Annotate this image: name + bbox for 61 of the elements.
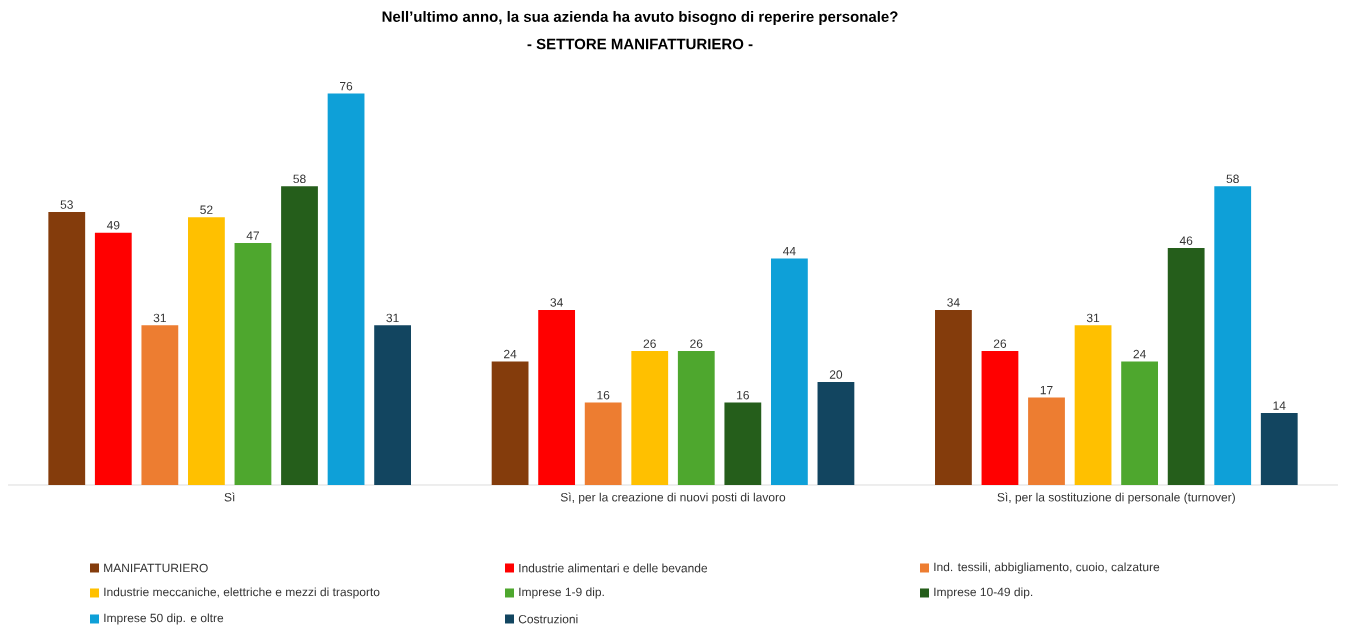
data-label: 31: [153, 313, 166, 323]
bar: [1214, 186, 1252, 485]
legend-label: MANIFATTURIERO: [104, 563, 208, 573]
legend-label: Ind. tessili, abbigliamento, cuoio, calzature: [934, 562, 1160, 574]
bar: [631, 351, 669, 485]
x-tick-label: Sì: [224, 492, 235, 502]
data-label: 17: [1040, 385, 1053, 395]
data-label: 20: [829, 370, 843, 379]
legend-label: Imprese 50 dip. e oltre: [104, 613, 224, 625]
data-label: 24: [1133, 349, 1146, 359]
bar: [1121, 361, 1159, 485]
data-label: 16: [597, 390, 610, 400]
data-label: 34: [550, 298, 563, 307]
data-label: 16: [737, 390, 749, 400]
bar: [1074, 325, 1112, 485]
legend-label: Imprese 10-49 dip.: [934, 587, 1033, 599]
chart-title: Nell’ultimo anno, la sua azienda ha avuto bisogno di reperire personale?: [382, 10, 898, 26]
data-label: 44: [783, 246, 796, 256]
data-label: 52: [200, 205, 213, 214]
legend-label: Industrie alimentari e delle bevande: [519, 563, 708, 573]
data-label: 34: [947, 298, 960, 307]
bar: [1167, 248, 1205, 485]
bar: [817, 381, 855, 485]
bar: [234, 242, 272, 485]
data-label: 24: [504, 349, 517, 359]
data-label: 49: [106, 220, 120, 230]
bar: [935, 309, 972, 485]
data-label: 26: [690, 339, 703, 348]
chart-subtitle: - SETTORE MANIFATTURIERO -: [527, 38, 753, 50]
bar: [584, 402, 622, 485]
bar: [374, 325, 411, 485]
data-label: 58: [1226, 174, 1239, 184]
bar: [677, 351, 715, 485]
bar: [141, 325, 179, 485]
bar: [281, 186, 318, 485]
bar: [1260, 412, 1298, 485]
bar: [981, 351, 1019, 485]
data-label: 26: [643, 339, 656, 348]
data-label: 26: [993, 339, 1007, 348]
data-label: 53: [60, 200, 73, 209]
bar: [94, 232, 132, 485]
legend-label: Industrie meccaniche, elettriche e mezzi di trasporto: [104, 587, 380, 599]
bar: [1028, 397, 1065, 485]
legend-label: Costruzioni: [518, 614, 578, 624]
x-tick-label: Sì, per la creazione di nuovi posti di lavoro: [560, 492, 786, 504]
bar: [188, 217, 225, 485]
data-label: 76: [340, 81, 353, 91]
data-label: 14: [1273, 401, 1286, 410]
data-label: 58: [293, 174, 306, 184]
data-label: 47: [246, 231, 260, 240]
bar: [491, 361, 529, 485]
bar: [770, 258, 808, 485]
data-label: 31: [386, 313, 399, 323]
legend-label: Imprese 1-9 dip.: [519, 587, 604, 599]
bar: [538, 309, 576, 485]
x-tick-label: Sì, per la sostituzione di personale (turnover): [997, 492, 1235, 504]
bar: [327, 93, 365, 485]
bar: [48, 212, 86, 485]
bar: [724, 402, 762, 485]
data-label: 31: [1086, 313, 1100, 323]
data-label: 46: [1179, 236, 1193, 245]
